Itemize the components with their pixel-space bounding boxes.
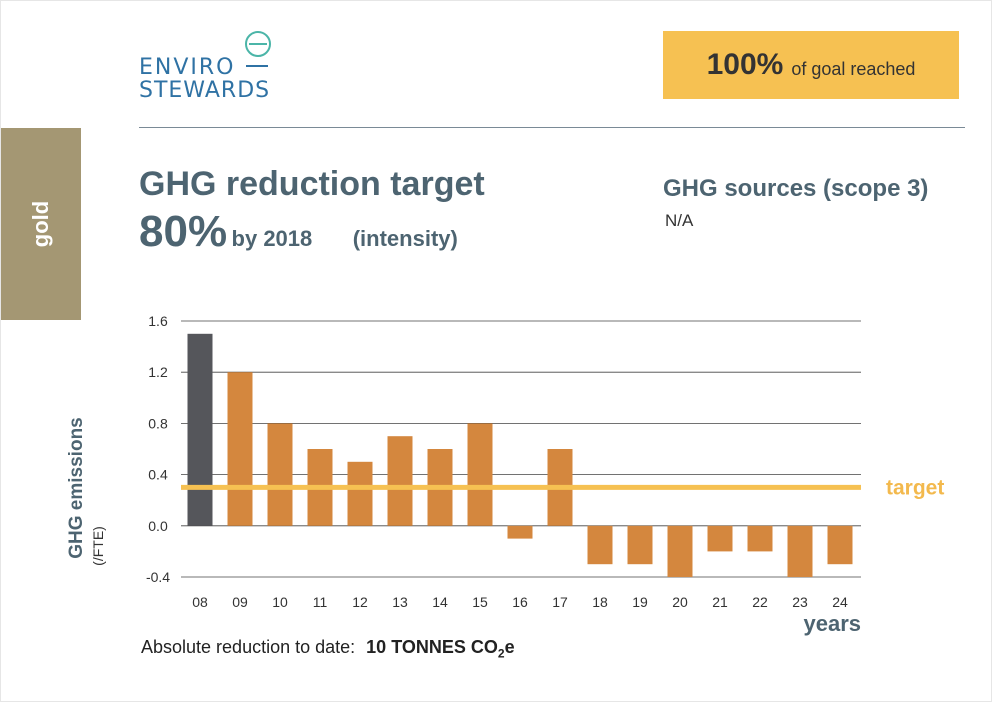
absolute-reduction-label: Absolute reduction to date: (141, 637, 356, 657)
bar-20 (667, 525, 693, 577)
absolute-reduction: Absolute reduction to date: 10 TONNES CO… (141, 637, 515, 661)
absolute-value-subscript: 2 (497, 646, 505, 661)
logo-e-icon (245, 31, 271, 57)
y-axis-unit: (/FTE) (90, 526, 106, 566)
bar-19 (627, 525, 653, 565)
x-tick-label: 12 (352, 594, 368, 610)
target-percent: 80% (139, 207, 228, 256)
goal-status-badge: 100% of goal reached (663, 31, 959, 99)
target-detail: 80% by 2018 (intensity) (139, 207, 458, 257)
goal-percent: 100% (706, 48, 784, 81)
bar-23 (787, 525, 813, 577)
bar-13 (387, 436, 413, 526)
x-tick-label: 20 (672, 594, 688, 610)
enviro-stewards-logo: ENVIRO STEWARDS (139, 29, 289, 103)
header-divider (139, 127, 965, 128)
logo-text-line1: ENVIRO (139, 55, 236, 80)
sources-title: GHG sources (scope 3) (663, 175, 929, 202)
target-year: by 2018 (231, 226, 313, 251)
absolute-value-suffix: e (504, 637, 515, 657)
y-tick-label: 1.2 (148, 364, 168, 380)
logo-dash (246, 65, 268, 67)
x-tick-label: 19 (632, 594, 648, 610)
y-axis-label: GHG emissions (66, 417, 87, 559)
bar-15 (467, 423, 493, 526)
x-tick-label: 21 (712, 594, 728, 610)
bar-22 (747, 525, 773, 552)
target-basis: (intensity) (352, 226, 458, 251)
x-tick-label: 14 (432, 594, 448, 610)
x-tick-label: 09 (232, 594, 248, 610)
bar-08 (187, 333, 213, 526)
target-title: GHG reduction target (139, 165, 485, 203)
absolute-reduction-value: 10 TONNES CO2e (366, 637, 515, 661)
x-axis-label: years (803, 611, 861, 636)
x-tick-label: 15 (472, 594, 488, 610)
x-tick-label: 18 (592, 594, 608, 610)
bar-12 (347, 461, 373, 526)
y-tick-label: 1.6 (148, 313, 168, 329)
x-tick-label: 22 (752, 594, 768, 610)
x-tick-label: 10 (272, 594, 288, 610)
bar-21 (707, 525, 733, 552)
bar-24 (827, 525, 853, 565)
x-tick-label: 24 (832, 594, 848, 610)
y-tick-label: -0.4 (146, 569, 170, 585)
absolute-value-text: 10 TONNES CO (366, 637, 498, 657)
bar-09 (227, 372, 253, 526)
bar-18 (587, 525, 613, 565)
bar-16 (507, 525, 533, 539)
sources-value: N/A (665, 211, 694, 230)
tier-tab: gold (1, 128, 81, 320)
goal-text: of goal reached (791, 58, 916, 79)
bar-10 (267, 423, 293, 526)
x-tick-label: 23 (792, 594, 808, 610)
x-tick-label: 11 (313, 594, 328, 610)
y-tick-label: 0.8 (148, 415, 168, 431)
x-tick-label: 16 (512, 594, 528, 610)
x-tick-label: 17 (552, 594, 568, 610)
logo-text-line2: STEWARDS (139, 78, 271, 103)
y-tick-label: 0.4 (148, 467, 168, 483)
y-tick-label: 0.0 (148, 518, 168, 534)
x-tick-label: 13 (392, 594, 408, 610)
target-label: target (886, 476, 944, 499)
x-tick-label: 08 (192, 594, 208, 610)
